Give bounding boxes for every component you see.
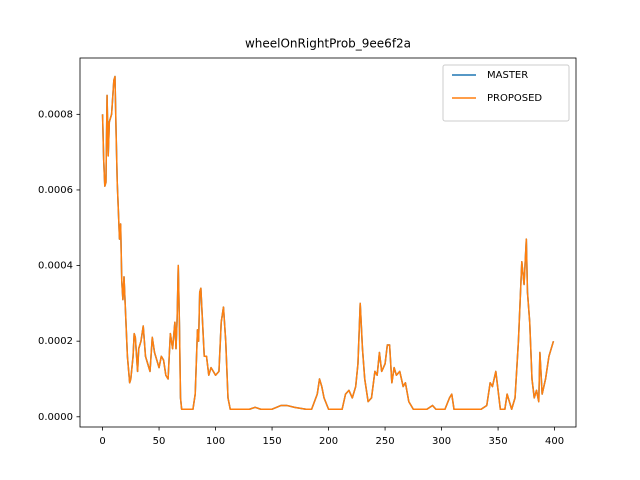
y-tick-label: 0.0008 <box>38 109 73 120</box>
y-tick-label: 0.0004 <box>38 261 73 272</box>
legend-box <box>442 64 570 122</box>
x-tick-label: 0 <box>99 436 105 447</box>
axes-frame <box>79 57 577 428</box>
x-tick-label: 400 <box>545 436 564 447</box>
x-tick-label: 200 <box>319 436 338 447</box>
x-tick-label: 100 <box>206 436 225 447</box>
legend-label: MASTER <box>487 70 528 81</box>
legend-label: PROPOSED <box>487 93 542 104</box>
y-tick-label: 0.0000 <box>38 412 73 423</box>
series-line <box>101 75 555 410</box>
x-tick-label: 350 <box>489 436 508 447</box>
chart-title: wheelOnRightProb_9ee6f2a <box>245 37 411 51</box>
x-tick-label: 300 <box>432 436 451 447</box>
y-tick-label: 0.0002 <box>38 336 73 347</box>
x-tick-label: 250 <box>376 436 395 447</box>
y-tick-label: 0.0006 <box>38 185 73 196</box>
series-line <box>101 75 555 410</box>
x-tick-label: 50 <box>153 436 166 447</box>
x-tick-label: 150 <box>263 436 282 447</box>
